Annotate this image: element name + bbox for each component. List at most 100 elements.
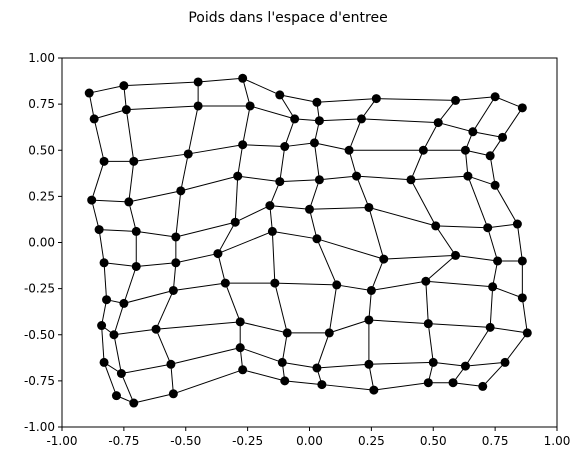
node-0-9 [517,103,527,113]
node-5-1 [131,261,141,271]
edge-v-1-6 [348,118,362,151]
node-7-2 [151,324,161,334]
edge-h-9-6 [373,382,429,391]
node-0-7 [451,95,461,105]
node-3-6 [352,171,362,181]
edge-h-6-4 [274,282,337,286]
node-7-6 [364,315,374,325]
node-8-1 [116,368,126,378]
edge-h-4-4 [269,205,310,210]
node-4-6 [364,202,374,212]
node-2-9 [485,151,495,161]
edge-v-1-2 [187,105,199,155]
edge-v-2-5 [313,142,320,180]
y-tick-label-3: 0.25 [28,189,55,203]
node-3-7 [406,175,416,185]
edge-v-7-2 [155,329,172,365]
edge-v-4-6 [368,207,385,260]
node-8-6 [364,359,374,369]
node-2-1 [129,156,139,166]
node-9-9 [478,381,488,391]
edge-v-2-4 [279,146,286,182]
node-1-2 [193,101,203,111]
y-axis: 1.00 0.75 0.50 0.25 0.00 -0.25 -0.50 -0.75 -1.00 [24,51,62,434]
edge-h-5-2 [175,253,219,264]
edge-h-3-6 [356,175,412,181]
edge-h-1-0 [94,109,127,120]
node-7-1 [109,330,119,340]
edge-h-3-3 [237,175,280,183]
edge-h-0-7 [455,96,496,101]
node-9-2 [168,389,178,399]
edge-v-6-8 [489,286,494,328]
edge-h-4-1 [136,230,176,238]
edge-h-6-1 [123,289,174,304]
node-5-6 [379,254,389,264]
edge-v-0-8 [472,96,496,133]
edge-h-8-1 [121,363,171,374]
edge-h-8-5 [316,363,369,369]
edge-h-3-5 [319,175,357,181]
node-4-1 [131,226,141,236]
edge-v-8-1 [120,373,135,404]
node-6-8 [488,282,498,292]
edge-h-1-1 [126,105,199,111]
edge-v-7-9 [504,332,528,363]
edge-h-6-2 [173,282,226,291]
node-5-7 [451,250,461,260]
node-6-7 [421,276,431,286]
edge-h-1-5 [319,118,362,122]
edge-h-8-3 [240,347,283,363]
edge-h-7-6 [368,319,429,325]
edge-v-0-3 [242,78,251,107]
edge-v-7-5 [316,332,330,369]
edge-v-5-0 [103,262,108,300]
y-tick-label-2: 0.50 [28,143,55,157]
y-tick-label-0: 1.00 [28,51,55,65]
edge-h-7-8 [490,326,528,334]
edge-v-3-5 [309,179,320,210]
edge-v-4-3 [217,221,236,254]
node-7-9 [522,328,532,338]
edge-h-4-6 [368,206,436,227]
edge-h-9-8 [452,382,483,387]
edge-h-0-0 [89,85,124,94]
edge-v-4-9 [516,223,523,262]
node-3-0 [87,195,97,205]
edge-h-6-8 [492,286,523,299]
x-tick-label-4: 0.00 [296,434,323,448]
node-0-0 [84,88,94,98]
node-9-0 [111,391,121,401]
node-2-3 [238,140,248,150]
edge-v-1-7 [422,122,439,151]
edge-v-3-7 [410,179,437,227]
node-9-5 [317,380,327,390]
edge-h-6-5 [336,284,372,291]
edge-h-4-3 [235,205,271,223]
node-6-4 [270,278,280,288]
edge-v-4-8 [487,227,499,262]
x-tick-label-2: -0.50 [170,434,201,448]
node-4-0 [94,225,104,235]
edge-v-5-6 [370,258,385,291]
y-tick-label-1: 0.75 [28,97,55,111]
edge-h-2-3 [242,144,285,148]
node-8-5 [312,363,322,373]
node-3-3 [233,171,243,181]
node-1-6 [356,114,366,124]
node-4-7 [431,221,441,231]
node-8-4 [277,357,287,367]
node-6-3 [220,278,230,288]
node-0-3 [238,73,248,83]
edge-v-6-2 [155,290,174,330]
edge-h-0-2 [198,77,243,83]
edge-h-0-4 [279,94,318,103]
edge-v-3-6 [356,175,370,208]
node-0-4 [275,90,285,100]
edge-v-7-0 [101,325,105,363]
edge-h-3-7 [410,175,468,181]
node-0-8 [490,92,500,102]
x-tick-label-1: -0.75 [108,434,139,448]
edge-v-7-7 [427,323,434,363]
edge-v-2-2 [180,153,189,191]
